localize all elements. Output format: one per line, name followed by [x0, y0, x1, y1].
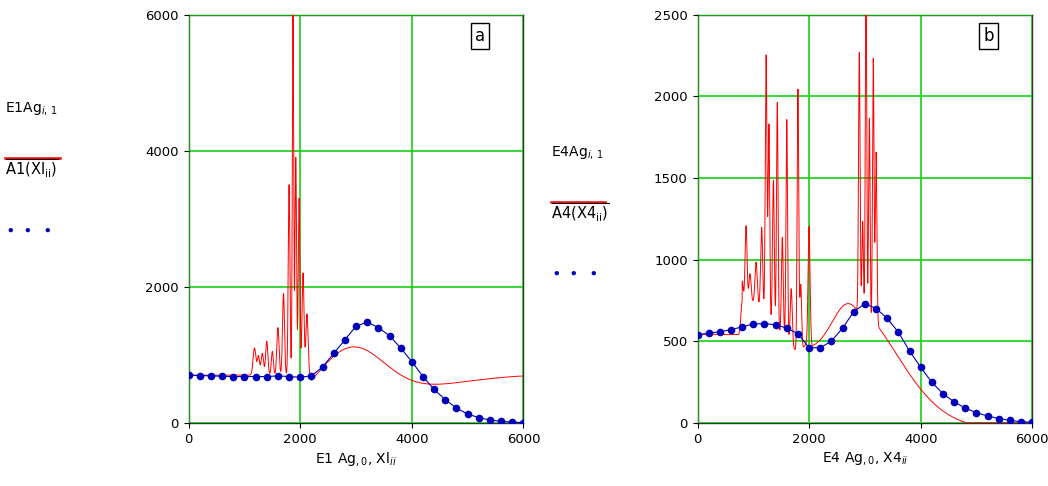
Text: $\bullet\ \bullet\ \bullet$: $\bullet\ \bullet\ \bullet$ [551, 265, 597, 280]
Text: $\bullet\ \bullet\ \bullet$: $\bullet\ \bullet\ \bullet$ [5, 221, 52, 236]
Text: a: a [475, 27, 485, 45]
Text: $\overline{\mathrm{A1(Xl_{ii})}}$: $\overline{\mathrm{A1(Xl_{ii})}}$ [5, 157, 59, 180]
X-axis label: E4 Ag$_{,0}$, X4$_{ii}$: E4 Ag$_{,0}$, X4$_{ii}$ [822, 450, 909, 467]
Text: b: b [983, 27, 994, 45]
X-axis label: E1 Ag$_{,0}$, Xl$_{ii}$: E1 Ag$_{,0}$, Xl$_{ii}$ [315, 450, 397, 468]
Text: E1Ag$_{i,\,1}$: E1Ag$_{i,\,1}$ [5, 100, 58, 117]
Text: E4Ag$_{i,\,1}$: E4Ag$_{i,\,1}$ [551, 144, 604, 161]
Text: $\overline{\mathrm{A4(X4_{ii})}}$: $\overline{\mathrm{A4(X4_{ii})}}$ [551, 201, 609, 224]
